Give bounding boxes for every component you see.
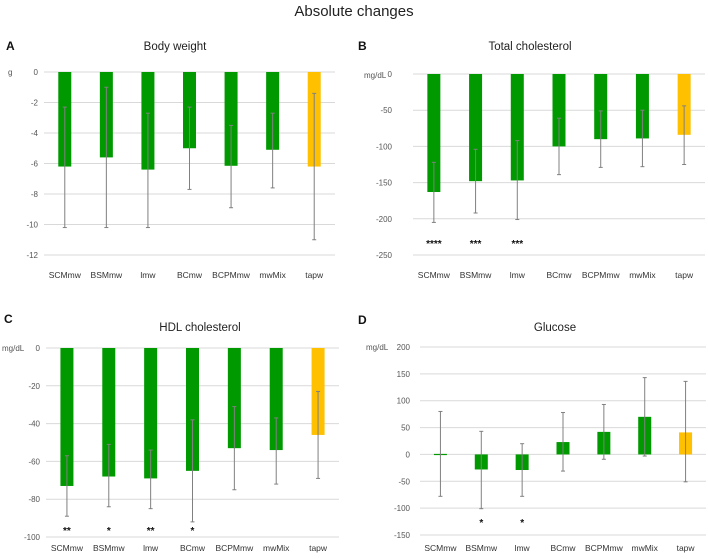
x-tick-label: mwMix	[629, 270, 656, 280]
x-tick-label: BCmw	[550, 543, 576, 553]
x-tick-label: BSMmw	[91, 270, 124, 280]
x-tick-label: lmw	[140, 270, 156, 280]
significance-marker: *	[107, 526, 111, 537]
x-tick-label: BCmw	[546, 270, 572, 280]
y-tick-label: -150	[376, 179, 393, 188]
panel-title: HDL cholesterol	[159, 322, 240, 334]
x-tick-label: tapw	[677, 543, 696, 553]
x-tick-label: BSMmw	[465, 543, 498, 553]
bar-lmw	[510, 74, 524, 181]
x-tick-label: BSMmw	[93, 543, 126, 553]
bar-BSMmw	[469, 74, 483, 182]
panel-title: Body weight	[144, 41, 207, 53]
y-tick-label: -250	[376, 251, 393, 260]
significance-marker: ***	[511, 239, 523, 250]
bar-BCmw	[552, 74, 566, 147]
y-tick-label: 0	[406, 450, 411, 459]
bar-BCPMmw	[224, 72, 238, 166]
figure-title: Absolute changes	[294, 3, 413, 20]
y-tick-label: -8	[31, 190, 39, 199]
x-tick-label: BCPMmw	[212, 270, 251, 280]
bar-lmw	[144, 348, 158, 479]
bar-SCMmw	[60, 348, 74, 486]
y-tick-label: 100	[397, 397, 411, 406]
y-tick-label: -100	[394, 504, 411, 513]
y-tick-label: 0	[388, 70, 393, 79]
y-tick-label: 200	[397, 343, 411, 352]
y-tick-label: -80	[28, 495, 40, 504]
bar-BCmw	[186, 348, 199, 471]
significance-marker: *	[520, 518, 524, 529]
bar-BSMmw	[102, 348, 116, 477]
y-tick-label: -150	[394, 531, 411, 540]
x-tick-label: BCPMmw	[582, 270, 621, 280]
y-axis-unit: mg/dL	[2, 344, 25, 353]
y-tick-label: -200	[376, 215, 393, 224]
significance-marker: ****	[426, 239, 442, 250]
x-tick-label: SCMmw	[424, 543, 457, 553]
y-tick-label: 50	[401, 424, 410, 433]
panel-label: D	[358, 313, 367, 327]
significance-marker: **	[63, 526, 71, 537]
y-tick-label: -100	[376, 142, 393, 151]
y-tick-label: -100	[24, 533, 41, 542]
y-tick-label: -12	[26, 251, 38, 260]
panel-title: Glucose	[534, 322, 576, 334]
y-tick-label: -4	[31, 129, 39, 138]
bar-mwMix	[266, 72, 280, 150]
x-tick-label: lmw	[515, 543, 531, 553]
panel-label: B	[358, 39, 367, 53]
x-tick-label: tapw	[309, 543, 328, 553]
panel-title: Total cholesterol	[488, 41, 571, 53]
y-tick-label: -2	[31, 99, 39, 108]
y-tick-label: -50	[398, 477, 410, 486]
x-tick-label: BSMmw	[460, 270, 493, 280]
x-tick-label: BCPMmw	[215, 543, 254, 553]
bar-mwMix	[635, 74, 649, 139]
significance-marker: **	[147, 526, 155, 537]
y-tick-label: -10	[26, 221, 38, 230]
y-axis-unit: mg/dL	[366, 343, 389, 352]
bar-BCPMmw	[594, 74, 608, 140]
significance-marker: *	[479, 518, 483, 529]
x-tick-label: SCMmw	[51, 543, 84, 553]
x-tick-label: SCMmw	[49, 270, 82, 280]
y-tick-label: -50	[380, 106, 392, 115]
y-tick-label: 150	[397, 370, 411, 379]
x-tick-label: tapw	[675, 270, 694, 280]
x-tick-label: lmw	[510, 270, 526, 280]
y-tick-label: -60	[28, 457, 40, 466]
y-tick-label: -40	[28, 420, 40, 429]
significance-marker: ***	[470, 239, 482, 250]
x-tick-label: SCMmw	[418, 270, 451, 280]
bar-SCMmw	[427, 74, 441, 193]
x-tick-label: mwMix	[259, 270, 286, 280]
x-tick-label: mwMix	[631, 543, 658, 553]
x-tick-label: tapw	[305, 270, 324, 280]
panel-label: A	[6, 39, 15, 53]
y-tick-label: -20	[28, 382, 40, 391]
x-tick-label: BCmw	[177, 270, 203, 280]
y-axis-unit: g	[8, 68, 12, 77]
bar-tapw	[677, 74, 691, 135]
x-tick-label: BCPMmw	[585, 543, 624, 553]
bar-mwMix	[269, 348, 283, 451]
bar-BCPMmw	[227, 348, 241, 449]
panel-label: C	[4, 312, 13, 326]
significance-marker: *	[191, 526, 195, 537]
x-tick-label: BCmw	[180, 543, 206, 553]
y-axis-unit: mg/dL	[364, 71, 387, 80]
y-tick-label: 0	[34, 68, 39, 77]
y-tick-label: -6	[31, 160, 39, 169]
x-tick-label: mwMix	[263, 543, 290, 553]
y-tick-label: 0	[36, 344, 41, 353]
x-tick-label: lmw	[143, 543, 159, 553]
